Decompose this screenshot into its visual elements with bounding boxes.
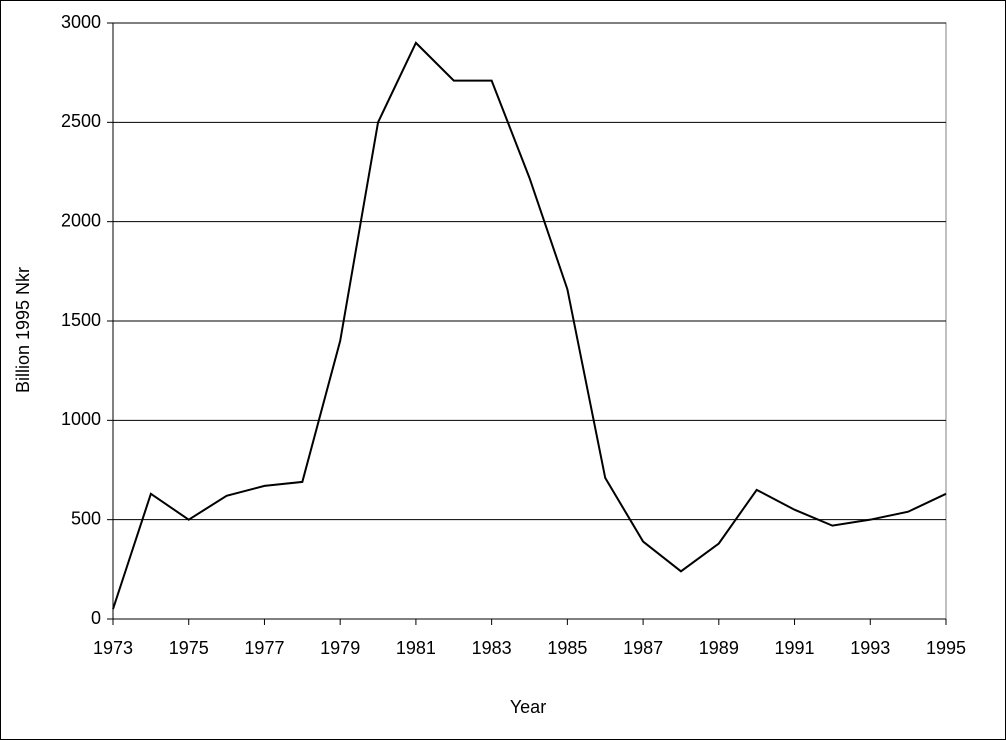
x-tick-label: 1989: [699, 638, 739, 658]
x-tick-label: 1991: [775, 638, 815, 658]
y-tick-label: 1000: [61, 409, 101, 429]
x-tick-label: 1987: [623, 638, 663, 658]
x-tick-label: 1981: [396, 638, 436, 658]
x-tick-label: 1995: [926, 638, 966, 658]
x-axis-label: Year: [510, 697, 546, 717]
x-tick-label: 1973: [93, 638, 133, 658]
y-tick-label: 1500: [61, 310, 101, 330]
y-tick-label: 3000: [61, 12, 101, 32]
x-tick-label: 1975: [169, 638, 209, 658]
y-tick-label: 2500: [61, 111, 101, 131]
x-tick-label: 1983: [472, 638, 512, 658]
y-tick-label: 2000: [61, 210, 101, 230]
x-tick-label: 1977: [244, 638, 284, 658]
y-axis-label: Billion 1995 Nkr: [13, 267, 33, 393]
y-tick-label: 500: [71, 508, 101, 528]
y-tick-label: 0: [91, 608, 101, 628]
data-line: [112, 41, 947, 610]
x-tick-label: 1985: [547, 638, 587, 658]
x-tick-label: 1993: [850, 638, 890, 658]
x-tick-label: 1979: [320, 638, 360, 658]
